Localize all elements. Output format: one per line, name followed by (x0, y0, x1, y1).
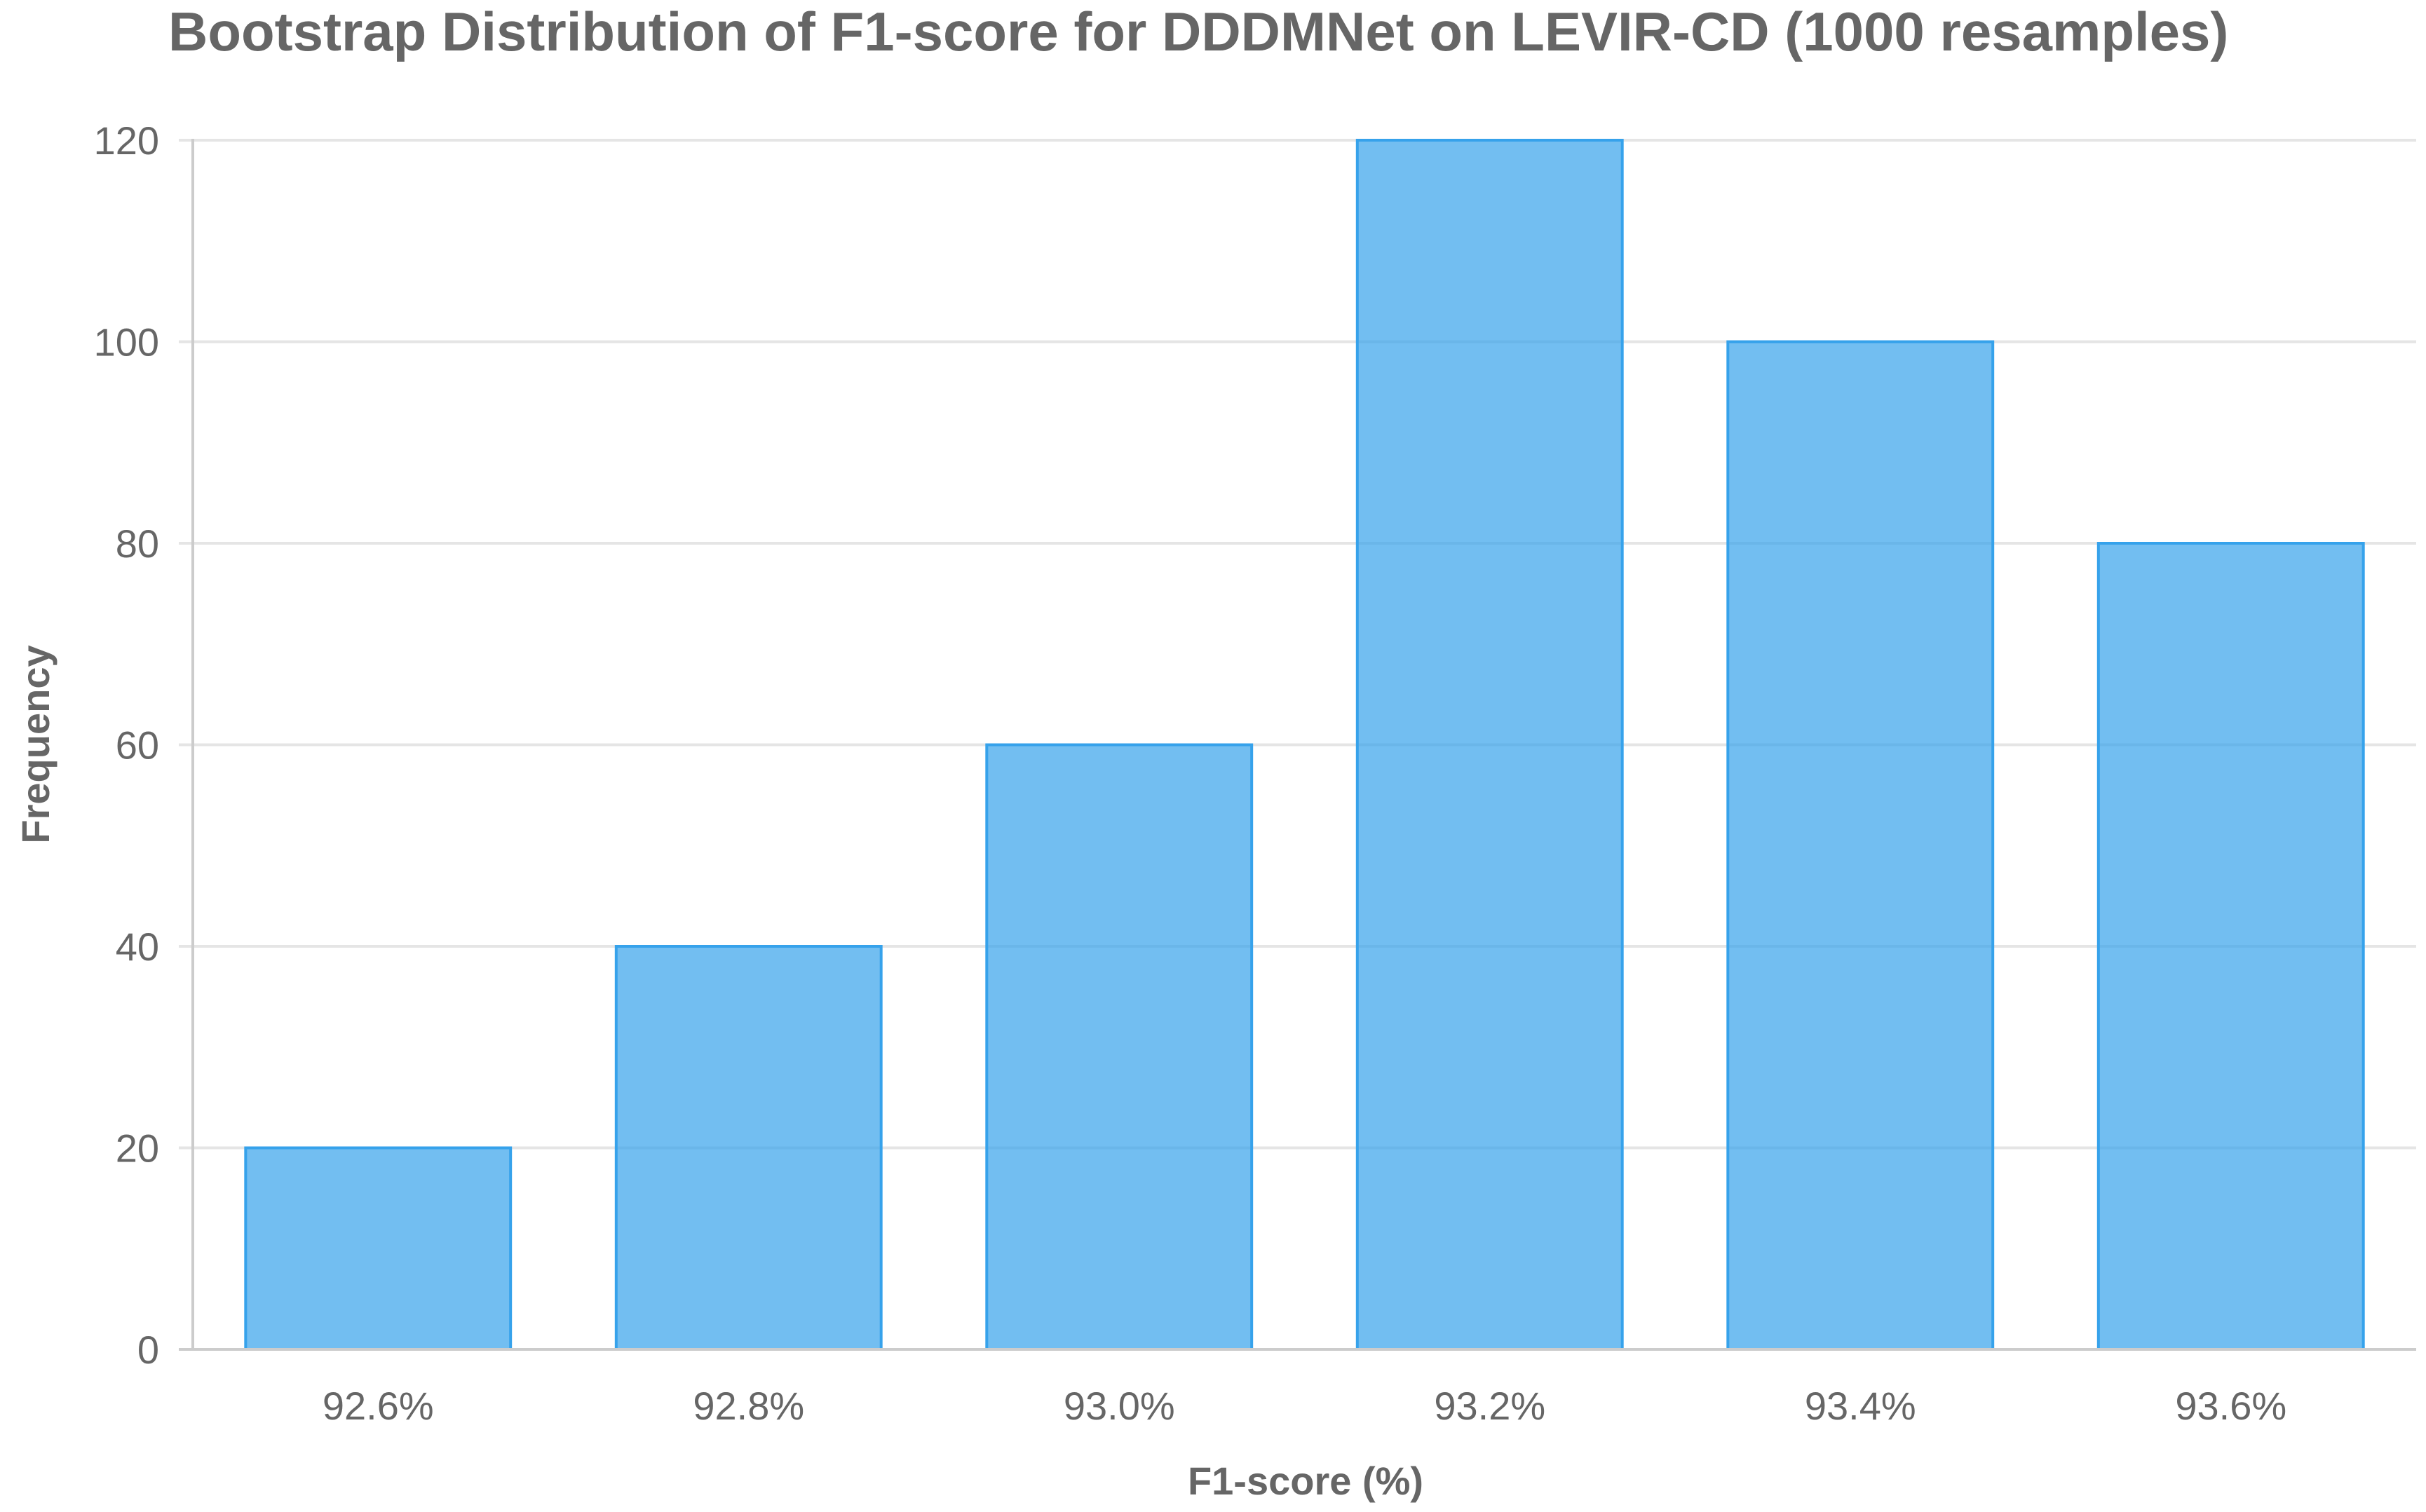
x-axis-title: F1-score (%) (1188, 1459, 1423, 1503)
x-tick-label: 92.6% (323, 1384, 434, 1428)
x-tick-label: 93.0% (1064, 1384, 1175, 1428)
y-tick-label: 20 (116, 1126, 159, 1171)
bar-93.0% (985, 743, 1254, 1351)
y-tick-label: 40 (116, 925, 159, 969)
bars (244, 139, 2365, 1351)
y-tick-label: 100 (94, 320, 159, 365)
bar-93.4% (1726, 340, 1995, 1351)
y-tick-label: 0 (137, 1328, 159, 1372)
x-tick-label: 92.8% (693, 1384, 804, 1428)
chart-title: Bootstrap Distribution of F1-score for D… (168, 1, 2228, 62)
y-tick-label: 80 (116, 522, 159, 566)
x-tick-label: 93.4% (1805, 1384, 1916, 1428)
x-axis-ticks: 92.6% 92.8% 93.0% 93.2% 93.4% 93.6% (323, 1384, 2286, 1428)
y-tick-label: 60 (116, 723, 159, 768)
x-tick-label: 93.2% (1434, 1384, 1545, 1428)
y-tick-label: 120 (94, 118, 159, 163)
y-axis-title: Frequency (13, 645, 57, 843)
bar-93.2% (1355, 139, 1624, 1351)
x-tick-label: 93.6% (2175, 1384, 2286, 1428)
grid-lines (179, 139, 2416, 1351)
bar-92.6% (244, 1146, 513, 1351)
bar-92.8% (614, 945, 883, 1351)
bar-93.6% (2096, 542, 2365, 1351)
y-axis-ticks: 0 20 40 60 80 100 120 (94, 118, 159, 1372)
